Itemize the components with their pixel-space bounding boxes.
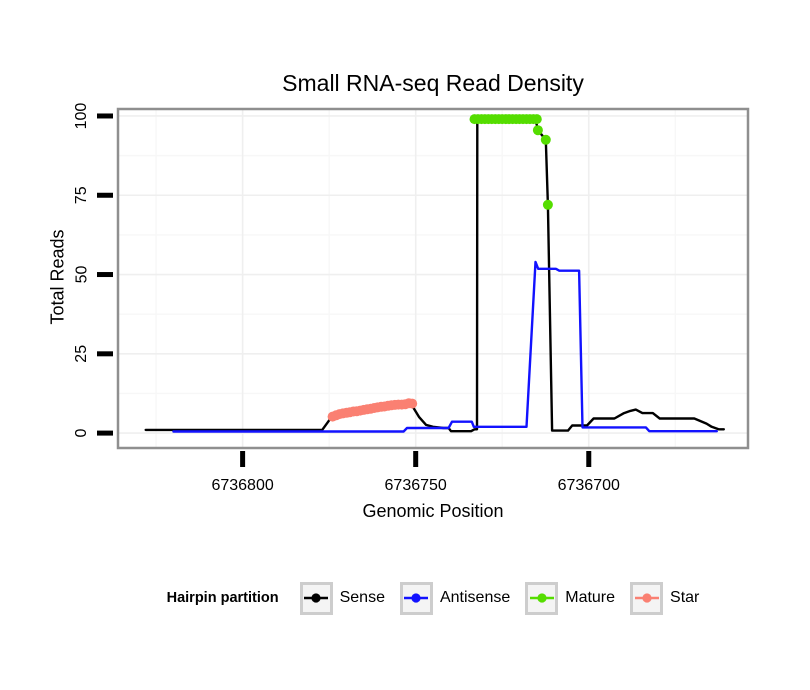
legend-label-star: Star — [670, 589, 700, 606]
sense-key-icon — [299, 581, 333, 615]
mature-key-glyph — [529, 593, 554, 603]
legend-item-sense: Sense — [299, 581, 385, 615]
y-tick-label: 25 — [73, 345, 90, 363]
plot-panel — [118, 109, 748, 448]
plot-canvas: 0 25 50 75 100 6736800 6736750 6736700 — [73, 103, 750, 494]
legend-item-antisense: Antisense — [399, 581, 511, 615]
x-tick-label: 6736750 — [385, 477, 447, 494]
x-tick-label: 6736800 — [211, 477, 273, 494]
plot-border — [116, 107, 750, 450]
mature-key-icon — [525, 581, 559, 615]
legend-label-mature: Mature — [565, 589, 616, 606]
legend: Hairpin partition Sense Antisense Mature… — [118, 578, 748, 618]
legend-title: Hairpin partition — [166, 590, 279, 606]
star-key-icon — [630, 581, 664, 615]
x-axis-title: Genomic Position — [362, 501, 504, 521]
legend-item-mature: Mature — [525, 581, 616, 615]
antisense-key-icon — [399, 581, 433, 615]
series-point-mature — [542, 199, 553, 210]
y-tick-label: 50 — [73, 266, 90, 284]
y-tick-label: 0 — [73, 429, 90, 438]
legend-label-antisense: Antisense — [439, 589, 511, 606]
series-line-antisense — [172, 260, 718, 433]
star-key-glyph — [634, 593, 659, 603]
series-point-mature — [532, 125, 543, 136]
legend-item-star: Star — [630, 581, 700, 615]
y-tick-label: 100 — [73, 103, 90, 130]
y-tick-label: 75 — [73, 186, 90, 204]
sense-key-glyph — [304, 593, 329, 603]
series-point-mature — [540, 134, 551, 145]
legend-label-sense: Sense — [339, 589, 385, 606]
x-tick-label: 6736700 — [558, 477, 620, 494]
antisense-key-glyph — [404, 593, 429, 603]
series-point-star — [407, 398, 418, 409]
chart-title: Small RNA-seq Read Density — [282, 70, 584, 96]
series-point-mature — [531, 114, 542, 125]
